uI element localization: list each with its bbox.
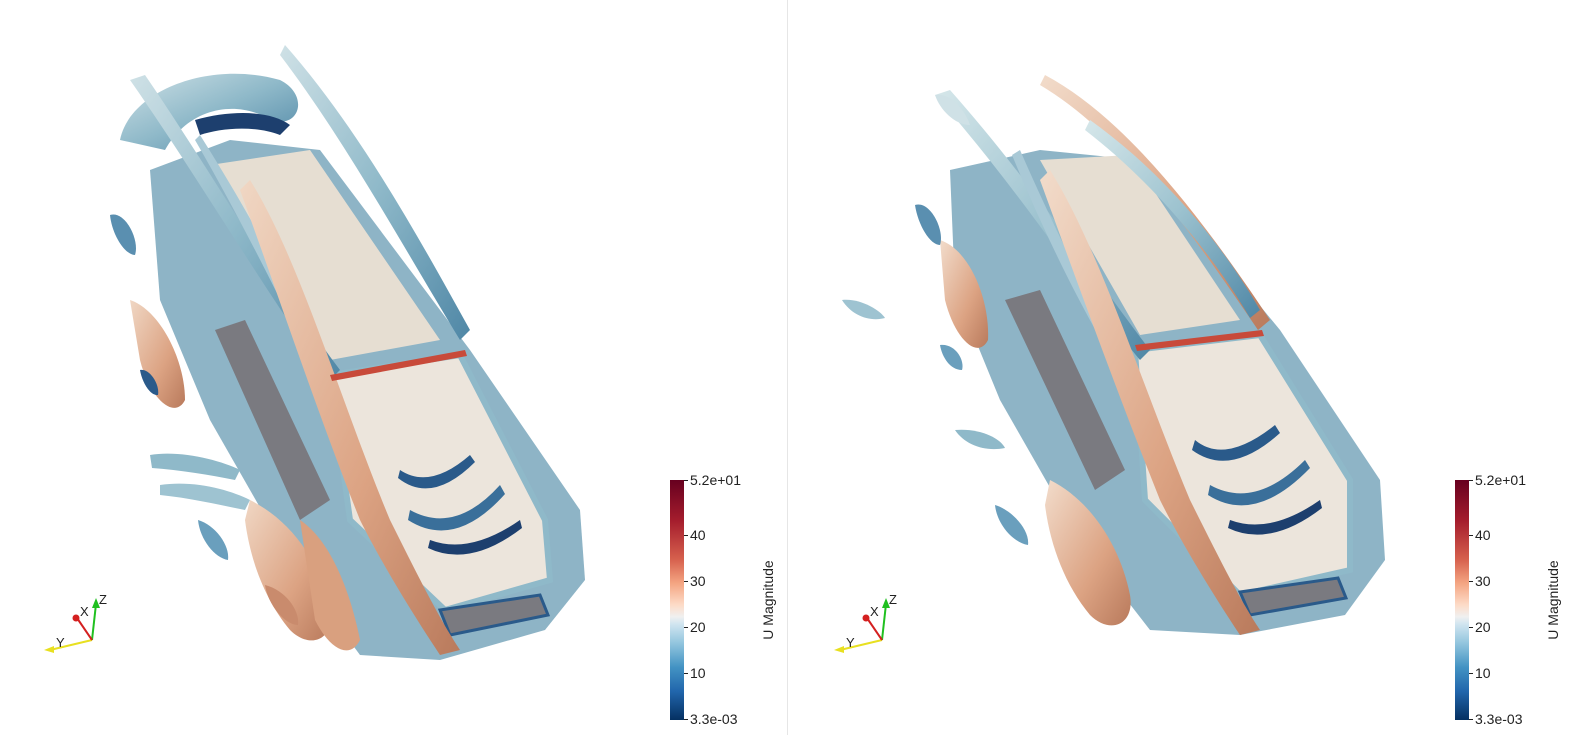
colorbar-tick-label: 40	[1475, 527, 1491, 543]
pillar-vortex	[280, 45, 470, 340]
colorbar-title: U Magnitude	[1545, 560, 1561, 640]
colorbar-max-label: 5.2e+01	[1475, 472, 1526, 488]
z-axis-head	[92, 598, 100, 608]
z-axis-line	[91, 603, 97, 641]
x-axis-head	[862, 614, 870, 622]
z-axis-line	[881, 603, 887, 641]
wake-fragment	[995, 505, 1029, 545]
wake-fragment	[955, 429, 1005, 450]
wheel-wake	[300, 520, 360, 651]
wake-fragment	[935, 94, 970, 125]
isosurface-scene-left[interactable]	[0, 0, 788, 745]
wake-fragment	[940, 344, 963, 370]
hood-vortex	[398, 455, 475, 489]
y-axis-label: Y	[846, 635, 855, 650]
front-grille	[437, 593, 551, 637]
colorbar-tick-label: 30	[1475, 573, 1491, 589]
isosurface-scene-right[interactable]	[790, 0, 1593, 745]
colorbar-max-label: 5.2e+01	[690, 472, 741, 488]
wake-fragment	[110, 214, 136, 255]
colorbar-tick-label: 10	[690, 665, 706, 681]
view-divider[interactable]	[787, 0, 788, 735]
hood-vortex	[1208, 460, 1310, 506]
wake-fragment	[198, 520, 229, 560]
wake-fragment	[160, 483, 250, 510]
roof-edge-stripe	[330, 350, 467, 381]
side-panel	[215, 320, 330, 520]
rear-window-gap	[195, 113, 290, 135]
hood-vortex	[428, 520, 522, 555]
x-axis-head	[72, 614, 80, 622]
x-axis-line	[866, 617, 883, 641]
front-grille	[1237, 576, 1349, 617]
colorbar-title: U Magnitude	[760, 560, 776, 640]
colorbar-tick-label: 20	[690, 619, 706, 635]
y-axis-line	[49, 639, 93, 651]
pillar-vortex	[1085, 120, 1260, 318]
wheel-wake	[245, 500, 331, 641]
wake-fragment	[265, 585, 299, 625]
wake-fragment	[842, 299, 885, 320]
colorbar-tick-label: 40	[690, 527, 706, 543]
z-axis-label: Z	[889, 592, 897, 607]
z-axis-label: Z	[99, 592, 107, 607]
y-axis-head	[834, 646, 844, 653]
side-flow-sheet	[240, 180, 460, 655]
rear-arch-vortex	[120, 73, 299, 150]
roof-panel	[1040, 155, 1240, 335]
wheel-wake	[130, 300, 185, 408]
y-axis-label: Y	[56, 635, 65, 650]
render-view-right[interactable]: Y X Z 5.2e+01 40 30 20 10 3.3e-03 U Magn…	[790, 0, 1593, 745]
colorbar-tick-label: 20	[1475, 619, 1491, 635]
scalar-colorbar-right[interactable]: 5.2e+01 40 30 20 10 3.3e-03 U Magnitude	[1455, 473, 1565, 727]
colorbar-tick-label: 10	[1475, 665, 1491, 681]
orientation-axes-left: Y X Z	[40, 590, 120, 660]
y-axis-line	[839, 639, 883, 651]
x-axis-label: X	[870, 604, 879, 619]
side-panel	[1005, 290, 1125, 490]
wake-fragment	[150, 453, 240, 480]
wake-fragment	[915, 204, 941, 245]
side-flow-sheet	[1040, 170, 1260, 635]
scalar-colorbar-left[interactable]: 5.2e+01 40 30 20 10 3.3e-03 U Magnitude	[670, 473, 780, 727]
hood-vortex	[408, 485, 505, 531]
orientation-axes-right: Y X Z	[830, 590, 910, 660]
y-axis-head	[44, 646, 54, 653]
wake-fragment	[140, 369, 159, 396]
colorbar-ramp	[1455, 480, 1469, 720]
render-view-left[interactable]: Y X Z 5.2e+01 40 30 20 10 3.3e-03 U Magn…	[0, 0, 788, 745]
wheel-wake	[1045, 480, 1131, 626]
colorbar-min-label: 3.3e-03	[690, 711, 738, 727]
colorbar-min-label: 3.3e-03	[1475, 711, 1523, 727]
roof-edge-stripe	[1135, 330, 1264, 351]
x-axis-line	[76, 617, 93, 641]
colorbar-tick-label: 30	[690, 573, 706, 589]
hood-vortex	[1192, 425, 1280, 461]
roof-panel	[210, 150, 440, 360]
x-axis-label: X	[80, 604, 89, 619]
colorbar-ramp	[670, 480, 684, 720]
z-axis-head	[882, 598, 890, 608]
hood-vortex	[1228, 500, 1322, 535]
wheel-wake	[940, 240, 989, 348]
